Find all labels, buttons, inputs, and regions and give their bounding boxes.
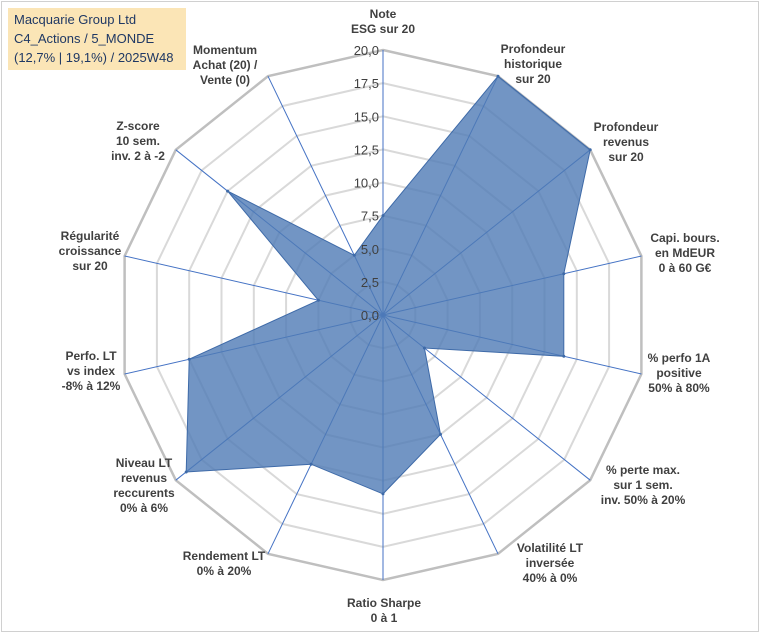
category-line: C4_Actions / 5_MONDE — [14, 31, 155, 46]
axis-label-line: sur 20 — [608, 150, 644, 164]
axis-label-line: positive — [656, 366, 702, 380]
axis-label-line: 0% à 20% — [197, 564, 252, 578]
axis-label-7: Ratio Sharpe 0 à 1 — [347, 596, 421, 625]
tick-label: 10,0 — [354, 176, 379, 191]
data-point-10 — [187, 357, 191, 361]
tick-label: 0,0 — [361, 308, 379, 323]
axis-label-line: 50% à 80% — [648, 381, 710, 395]
axis-label-line: vs index — [67, 364, 115, 378]
axis-label-line: Profondeur — [594, 120, 659, 134]
axis-label-0: Note ESG sur 20 — [351, 7, 415, 36]
data-point-12 — [226, 189, 230, 193]
axis-label-line: Note — [370, 7, 397, 21]
axis-label-line: inversée — [526, 556, 575, 570]
data-point-6 — [439, 432, 442, 436]
data-point-0 — [381, 214, 385, 218]
axis-label-line: Momentum — [193, 43, 257, 57]
data-point-2 — [588, 148, 592, 152]
axis-label-line: Perfo. LT — [65, 349, 117, 363]
tick-label: 15,0 — [354, 109, 379, 124]
axis-label-line: 40% à 0% — [523, 571, 578, 585]
axis-label-line: ESG sur 20 — [351, 22, 415, 36]
axis-label-1: Profondeur historique sur 20 — [501, 42, 566, 86]
data-point-11 — [316, 298, 320, 302]
axis-label-3: Capi. bours. en MdEUR 0 à 60 G€ — [650, 231, 719, 275]
axis-label-line: sur 1 sem. — [613, 478, 672, 492]
data-point-1 — [496, 74, 500, 78]
axis-label-4: % perfo 1A positive 50% à 80% — [648, 351, 711, 395]
company-name: Macquarie Group Ltd — [14, 12, 137, 27]
tick-label: 12,5 — [354, 142, 379, 157]
axis-label-9: Niveau LT revenus reccurents 0% à 6% — [113, 456, 175, 515]
axis-label-line: % perfo 1A — [648, 351, 711, 365]
axis-label-2: Profondeur revenus sur 20 — [594, 120, 659, 164]
axis-label-line: Régularité — [61, 229, 120, 243]
radar-series — [184, 74, 592, 496]
axis-label-line: Volatilité LT — [517, 541, 584, 555]
axis-label-line: revenus — [121, 471, 167, 485]
axis-label-8: Rendement LT 0% à 20% — [183, 549, 266, 578]
data-point-9 — [184, 470, 188, 474]
axis-label-6: Volatilité LT inversée 40% à 0% — [517, 541, 584, 585]
axis-label-line: en MdEUR — [655, 246, 715, 260]
data-point-13 — [352, 253, 356, 257]
tick-label: 20,0 — [354, 43, 379, 58]
axis-label-line: -8% à 12% — [62, 379, 121, 393]
axis-label-line: % perte max. — [606, 463, 680, 477]
axis-label-line: historique — [504, 57, 562, 71]
data-point-3 — [562, 272, 566, 276]
axis-label-line: Vente (0) — [200, 73, 250, 87]
axis-label-line: Rendement LT — [183, 549, 266, 563]
axis-label-line: Niveau LT — [116, 456, 173, 470]
axis-label-line: Ratio Sharpe — [347, 596, 421, 610]
axis-label-line: inv. 2 à -2 — [111, 149, 165, 163]
axis-label-line: revenus — [603, 135, 649, 149]
axis-label-11: Régularité croissance sur 20 — [59, 229, 122, 273]
axis-label-line: 0 à 60 G€ — [659, 261, 712, 275]
axis-label-12: Z-score 10 sem. inv. 2 à -2 — [111, 119, 165, 163]
axis-label-line: Capi. bours. — [650, 231, 719, 245]
stats-line: (12,7% | 19,1%) / 2025W48 — [14, 50, 174, 65]
tick-label: 5,0 — [361, 242, 379, 257]
tick-label: 7,5 — [361, 209, 379, 224]
axis-label-5: % perte max. sur 1 sem. inv. 50% à 20% — [601, 463, 686, 507]
axis-label-line: sur 20 — [515, 72, 551, 86]
axis-label-line: croissance — [59, 244, 122, 258]
axis-label-10: Perfo. LT vs index -8% à 12% — [62, 349, 121, 393]
axis-label-line: Achat (20) / — [193, 58, 258, 72]
axis-label-13: Momentum Achat (20) / Vente (0) — [193, 43, 258, 87]
tick-label: 2,5 — [361, 275, 379, 290]
data-point-7 — [381, 492, 385, 496]
axis-label-line: inv. 50% à 20% — [601, 493, 686, 507]
axis-label-line: Profondeur — [501, 42, 566, 56]
axis-label-line: 10 sem. — [116, 134, 160, 148]
chart-title-box: Macquarie Group Ltd C4_Actions / 5_MONDE… — [8, 8, 186, 70]
axis-label-line: 0% à 6% — [120, 501, 168, 515]
radar-tick-labels: 0,0 2,5 5,0 7,5 10,0 12,5 15,0 17,5 20,0 — [354, 43, 379, 323]
data-point-8 — [309, 462, 313, 466]
axis-label-line: reccurents — [113, 486, 175, 500]
tick-label: 17,5 — [354, 76, 379, 91]
data-point-4 — [562, 354, 566, 358]
axis-label-line: Z-score — [116, 119, 160, 133]
data-point-5 — [422, 346, 426, 350]
axis-label-line: sur 20 — [72, 259, 108, 273]
axis-label-line: 0 à 1 — [371, 611, 398, 625]
